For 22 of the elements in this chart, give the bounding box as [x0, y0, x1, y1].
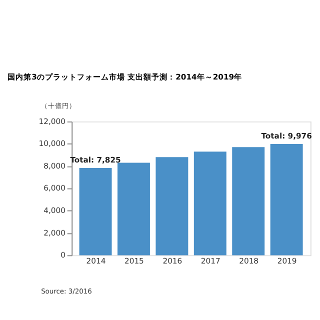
- bar: [232, 147, 265, 256]
- chart-title: 国内第3のプラットフォーム市場 支出額予測：2014年～2019年: [8, 71, 242, 82]
- y-tick-label: 6,000: [44, 184, 66, 193]
- x-tick-label: 2018: [239, 256, 259, 266]
- y-tick-label: 8,000: [44, 161, 66, 170]
- y-tick-label: 4,000: [44, 206, 66, 216]
- y-tick-label: 12,000: [38, 116, 66, 126]
- y-tick-label: 0: [60, 250, 66, 260]
- x-tick-label: 2014: [86, 256, 106, 266]
- x-tick-label: 2019: [277, 256, 297, 266]
- bar: [117, 162, 150, 256]
- bar: [156, 157, 188, 256]
- data-label: Total: 9,976: [261, 131, 312, 140]
- y-tick-label: 2,000: [44, 228, 66, 238]
- bar: [194, 152, 226, 256]
- x-tick-label: 2017: [200, 256, 220, 266]
- bar: [270, 144, 303, 256]
- x-tick-label: 2016: [162, 256, 182, 266]
- x-tick-label: 2015: [124, 256, 144, 266]
- data-label: Total: 7,825: [70, 155, 121, 164]
- y-tick-label: 10,000: [38, 139, 66, 148]
- bar: [79, 168, 112, 256]
